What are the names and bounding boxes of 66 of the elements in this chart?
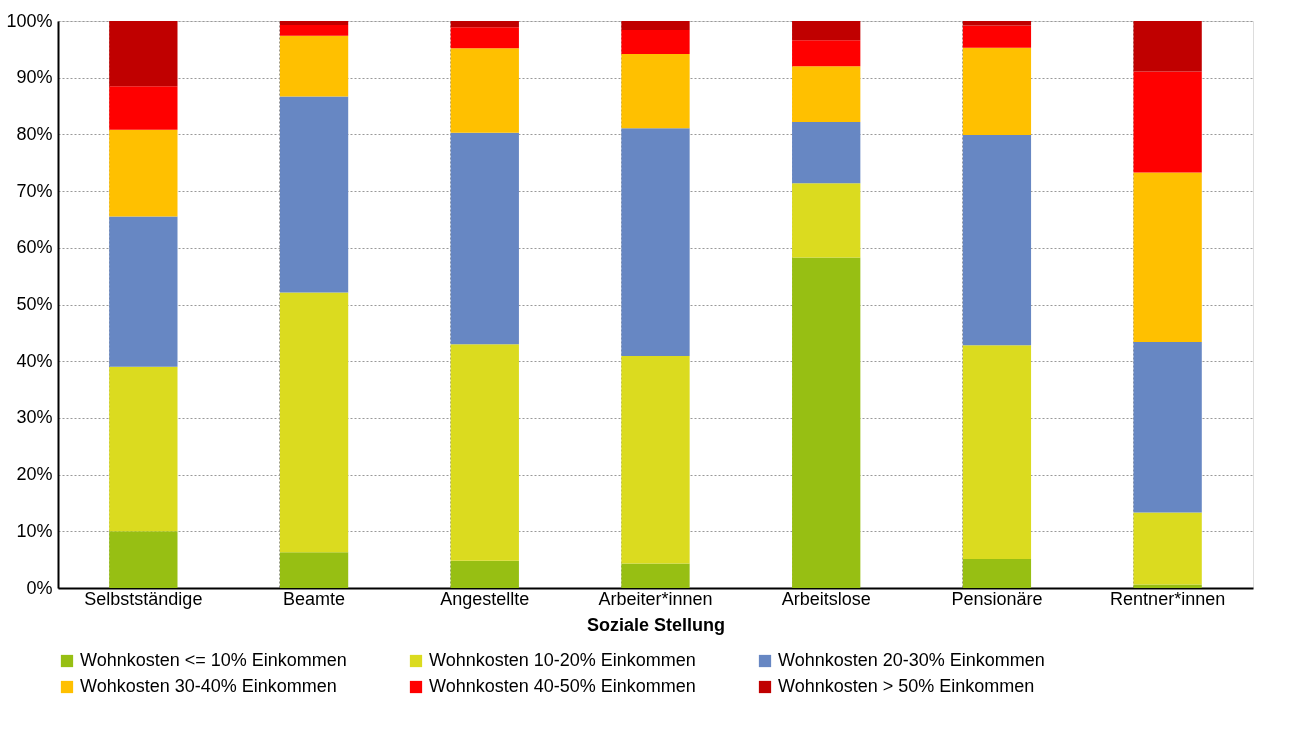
y-tick-label: 80% bbox=[16, 123, 53, 144]
bar bbox=[279, 24, 349, 36]
bar bbox=[621, 21, 690, 31]
bar bbox=[109, 531, 178, 588]
legend-label: Wohnkosten > 50% Einkommen bbox=[778, 676, 1035, 696]
y-tick-label: 40% bbox=[16, 350, 53, 371]
x-tick-label: Angestellte bbox=[440, 588, 530, 609]
bar bbox=[450, 21, 519, 28]
x-tick-label: Arbeitslose bbox=[781, 588, 871, 609]
bar bbox=[1133, 512, 1202, 585]
bar bbox=[792, 257, 861, 588]
bar bbox=[962, 21, 1032, 26]
bar bbox=[792, 183, 861, 258]
legend-label: Wohnkosten 40-50% Einkommen bbox=[429, 676, 696, 696]
bar bbox=[792, 121, 861, 184]
x-tick-label: Selbstständige bbox=[84, 588, 203, 609]
bar bbox=[109, 129, 178, 217]
bar bbox=[962, 345, 1032, 560]
bar bbox=[621, 128, 690, 357]
bar bbox=[279, 21, 349, 25]
bar bbox=[450, 560, 519, 588]
bar bbox=[279, 292, 349, 553]
legend-label: Wohnkosten <= 10% Einkommen bbox=[80, 650, 347, 670]
bar bbox=[109, 216, 178, 367]
legend-label: Wohkosten 30-40% Einkommen bbox=[80, 676, 337, 696]
bar bbox=[621, 356, 690, 564]
x-axis-title: Soziale Stellung bbox=[586, 614, 726, 635]
bar bbox=[621, 30, 690, 54]
x-tick-label: Beamte bbox=[283, 588, 346, 609]
bar bbox=[279, 552, 349, 588]
y-tick-label: 90% bbox=[16, 67, 53, 88]
bar bbox=[792, 66, 861, 122]
legend-label: Wohnkosten 10-20% Einkommen bbox=[429, 650, 696, 670]
y-tick-label: 30% bbox=[16, 407, 53, 428]
y-tick-label: 10% bbox=[16, 520, 53, 541]
bar bbox=[1133, 341, 1202, 513]
y-tick-label: 50% bbox=[16, 294, 53, 314]
bar bbox=[621, 53, 690, 129]
y-tick-label: 70% bbox=[16, 180, 53, 201]
bar bbox=[450, 48, 519, 133]
bar bbox=[109, 21, 178, 87]
bar bbox=[1133, 21, 1202, 72]
legend-label: Wohnkosten 20-30% Einkommen bbox=[778, 650, 1045, 670]
bar bbox=[450, 27, 519, 49]
bar bbox=[109, 366, 178, 532]
bar bbox=[962, 25, 1032, 48]
bar bbox=[109, 86, 178, 130]
bar bbox=[962, 47, 1032, 135]
bar bbox=[450, 132, 519, 345]
x-tick-label: Pensionäre bbox=[951, 588, 1043, 609]
y-tick-label: 20% bbox=[16, 464, 53, 485]
x-tick-label: Arbeiter*innen bbox=[598, 588, 713, 609]
bar bbox=[450, 344, 519, 561]
bar bbox=[279, 96, 349, 293]
bar bbox=[1133, 71, 1202, 173]
y-tick-label: 60% bbox=[16, 237, 53, 258]
y-tick-label: 100% bbox=[6, 10, 53, 31]
x-tick-label: Rentner*innen bbox=[1110, 588, 1226, 609]
bar bbox=[621, 563, 690, 588]
bar bbox=[962, 559, 1032, 588]
bar bbox=[792, 40, 861, 67]
bar bbox=[962, 134, 1032, 346]
y-tick-label: 0% bbox=[26, 577, 53, 598]
bar bbox=[1133, 172, 1202, 342]
bar bbox=[279, 35, 349, 97]
bar bbox=[792, 21, 861, 41]
